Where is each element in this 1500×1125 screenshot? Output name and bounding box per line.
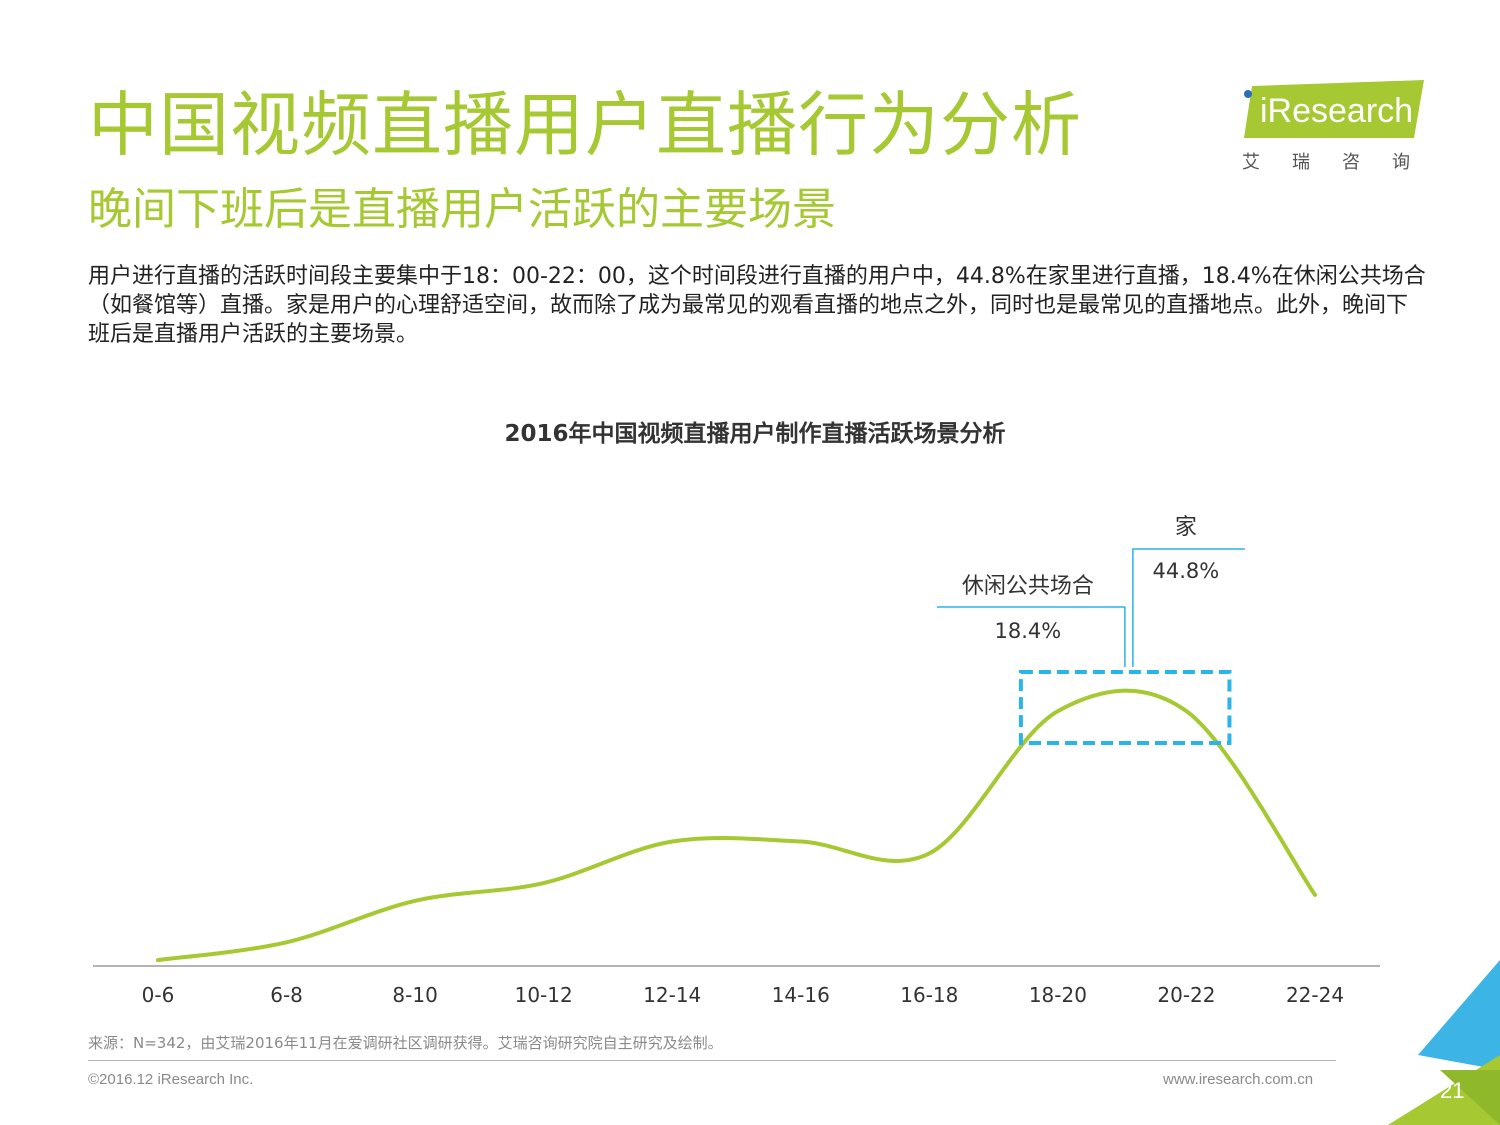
logo-banner [1244, 80, 1424, 138]
page-subtitle: 晚间下班后是直播用户活跃的主要场景 [88, 184, 836, 235]
callout-public-value: 18.4% [995, 619, 1062, 643]
source-note: 来源：N=342，由艾瑞2016年11月在爱调研社区调研获得。艾瑞咨询研究院自主… [88, 1034, 723, 1052]
footer-divider [88, 1060, 1336, 1061]
x-tick-label: 16-18 [900, 983, 958, 1007]
x-tick-label: 12-14 [643, 983, 701, 1007]
callout-home-value: 44.8% [1153, 559, 1220, 583]
x-tick-label: 10-12 [515, 983, 573, 1007]
series-line [156, 688, 1317, 963]
iresearch-logo: iResearch 艾瑞咨询 [1238, 78, 1428, 178]
callout-public-leader [936, 606, 1126, 667]
callout-home-leader [1132, 548, 1245, 667]
x-tick-label: 14-16 [772, 983, 830, 1007]
x-tick-label: 0-6 [142, 983, 175, 1007]
callout-public-label: 休闲公共场合 [962, 574, 1094, 599]
logo-cn-text: 艾瑞咨询 [1242, 152, 1442, 173]
x-tick-label: 20-22 [1157, 983, 1215, 1007]
callout-home-label: 家 [1175, 515, 1197, 540]
copyright-text: ©2016.12 iResearch Inc. [88, 1071, 254, 1088]
x-tick-label: 8-10 [392, 983, 437, 1007]
x-tick-label: 6-8 [270, 983, 303, 1007]
chart-title: 2016年中国视频直播用户制作直播活跃场景分析 [504, 421, 1006, 447]
x-tick-label: 18-20 [1029, 983, 1087, 1007]
highlight-box [1018, 670, 1232, 745]
page-number: 21 [1440, 1078, 1465, 1103]
logo-text: iResearch [1260, 92, 1414, 130]
line-chart: 0-6 6-8 8-10 10-12 12-14 14-16 16-18 18-20 20-22… [93, 515, 1380, 1007]
page-title: 中国视频直播用户直播行为分析 [88, 84, 1082, 166]
x-tick-label: 22-24 [1286, 983, 1344, 1007]
corner-decoration [1388, 960, 1500, 1125]
website-text: www.iresearch.com.cn [1163, 1071, 1314, 1088]
description-text: 用户进行直播的活跃时间段主要集中于18：00-22：00，这个时间段进行直播的用… [88, 264, 1426, 347]
